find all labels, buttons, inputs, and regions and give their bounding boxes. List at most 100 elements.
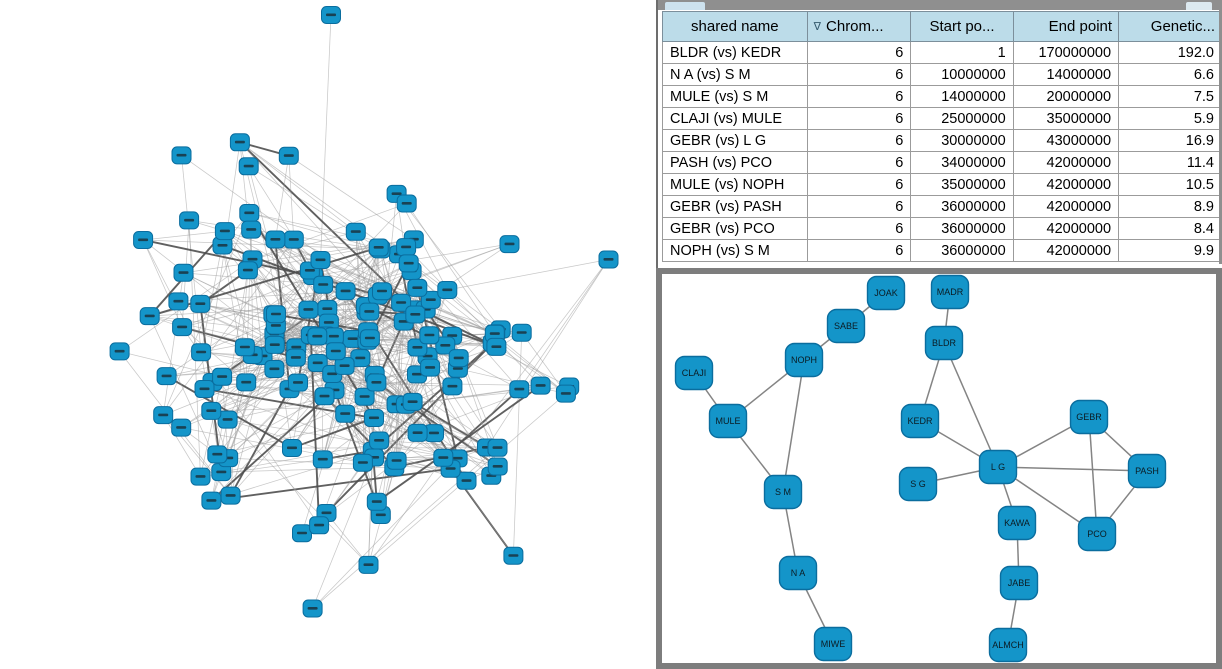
- network-node[interactable]: [229, 133, 250, 152]
- network-node[interactable]: [168, 292, 189, 311]
- table-cell[interactable]: MULE (vs) S M: [662, 85, 808, 108]
- table-cell[interactable]: 6: [806, 173, 912, 196]
- table-cell[interactable]: 9.9: [1118, 239, 1222, 262]
- network-node[interactable]: [359, 329, 380, 348]
- table-cell[interactable]: 36000000: [910, 217, 1014, 240]
- network-node[interactable]: [310, 251, 331, 269]
- network-node[interactable]: [171, 418, 192, 437]
- network-node[interactable]: [368, 238, 389, 257]
- table-cell[interactable]: 43000000: [1012, 129, 1120, 152]
- network-node[interactable]: [292, 524, 312, 543]
- table-cell[interactable]: 1: [910, 41, 1014, 64]
- network-node[interactable]: [598, 250, 619, 269]
- table-cell[interactable]: 35000000: [1012, 107, 1120, 130]
- table-cell[interactable]: 6: [806, 63, 912, 86]
- network-node[interactable]: [359, 302, 380, 321]
- network-node[interactable]: [407, 278, 428, 297]
- table-cell[interactable]: 6: [806, 195, 912, 218]
- network-node[interactable]: [307, 327, 328, 346]
- network-node[interactable]: [325, 342, 346, 361]
- node-BLDR[interactable]: BLDR: [924, 325, 964, 361]
- network-node[interactable]: [437, 281, 458, 299]
- network-node[interactable]: [265, 230, 286, 249]
- node-MULE[interactable]: MULE: [708, 403, 748, 439]
- table-cell[interactable]: NOPH (vs) S M: [662, 239, 808, 262]
- network-node[interactable]: [156, 367, 177, 386]
- network-node[interactable]: [133, 231, 154, 249]
- table-cell[interactable]: 42000000: [1012, 151, 1120, 174]
- node-MIWE[interactable]: MIWE: [813, 626, 853, 662]
- column-header-endpoint[interactable]: End point: [1012, 11, 1120, 42]
- table-cell[interactable]: CLAJI (vs) MULE: [662, 107, 808, 130]
- network-node[interactable]: [448, 349, 469, 368]
- network-node[interactable]: [345, 222, 366, 241]
- table-cell[interactable]: 8.4: [1118, 217, 1222, 240]
- node-NOPH[interactable]: NOPH: [784, 342, 824, 378]
- network-node[interactable]: [352, 453, 373, 472]
- network-node[interactable]: [211, 463, 232, 482]
- node-CLAJI[interactable]: CLAJI: [674, 355, 714, 391]
- network-node[interactable]: [354, 387, 375, 406]
- network-node[interactable]: [358, 555, 379, 574]
- network-node[interactable]: [264, 360, 285, 378]
- network-node[interactable]: [237, 261, 258, 280]
- network-node[interactable]: [487, 457, 508, 476]
- table-cell[interactable]: 42000000: [1012, 173, 1120, 196]
- network-node[interactable]: [220, 486, 241, 505]
- network-node[interactable]: [309, 516, 330, 535]
- network-node[interactable]: [456, 471, 477, 490]
- network-node[interactable]: [405, 305, 426, 324]
- node-PASH[interactable]: PASH: [1127, 453, 1167, 489]
- node-KEDR[interactable]: KEDR: [900, 403, 940, 439]
- table-row[interactable]: BLDR (vs) KEDR 6 1 170000000 192.0: [662, 41, 1222, 64]
- network-node[interactable]: [285, 348, 306, 367]
- table-cell[interactable]: MULE (vs) NOPH: [662, 173, 808, 196]
- table-cell[interactable]: 6: [806, 129, 912, 152]
- network-node[interactable]: [194, 380, 215, 398]
- node-SABE[interactable]: SABE: [826, 308, 866, 344]
- network-node[interactable]: [207, 445, 228, 464]
- table-cell[interactable]: 7.5: [1118, 85, 1222, 108]
- network-node[interactable]: [201, 401, 222, 420]
- table-cell[interactable]: 14000000: [910, 85, 1014, 108]
- network-node[interactable]: [153, 406, 174, 425]
- table-row[interactable]: GEBR (vs) PCO 6 36000000 42000000 8.4: [662, 217, 1222, 240]
- table-cell[interactable]: GEBR (vs) PCO: [662, 217, 808, 240]
- table-cell[interactable]: 42000000: [1012, 217, 1120, 240]
- network-node[interactable]: [179, 211, 200, 230]
- network-node[interactable]: [420, 358, 441, 377]
- node-NA[interactable]: N A: [778, 555, 818, 591]
- table-cell[interactable]: 192.0: [1118, 41, 1222, 64]
- network-node[interactable]: [283, 230, 304, 249]
- network-node[interactable]: [369, 431, 390, 450]
- table-cell[interactable]: 20000000: [1012, 85, 1120, 108]
- table-row[interactable]: GEBR (vs) L G 6 30000000 43000000 16.9: [662, 129, 1222, 152]
- node-MADR[interactable]: MADR: [930, 274, 970, 310]
- filter-icon[interactable]: ∇: [813, 21, 822, 33]
- table-row[interactable]: GEBR (vs) PASH 6 36000000 42000000 8.9: [662, 195, 1222, 218]
- table-cell[interactable]: 30000000: [910, 129, 1014, 152]
- network-node[interactable]: [503, 546, 524, 565]
- small-network-canvas[interactable]: JOAK SABE NOPH CLAJI MULE MADR BLDR KEDR GEBR L G…: [662, 274, 1216, 663]
- table-cell[interactable]: 6.6: [1118, 63, 1222, 86]
- table-cell[interactable]: 16.9: [1118, 129, 1222, 152]
- table-row[interactable]: MULE (vs) NOPH 6 35000000 42000000 10.5: [662, 173, 1222, 196]
- network-node[interactable]: [190, 467, 211, 486]
- table-cell[interactable]: 10.5: [1118, 173, 1222, 196]
- node-SG[interactable]: S G: [898, 466, 938, 502]
- network-node[interactable]: [350, 349, 371, 368]
- table-cell[interactable]: 36000000: [910, 239, 1014, 262]
- network-node[interactable]: [171, 146, 192, 165]
- table-cell[interactable]: 11.4: [1118, 151, 1222, 174]
- table-cell[interactable]: 6: [806, 217, 912, 240]
- network-node[interactable]: [391, 293, 412, 312]
- network-node[interactable]: [288, 373, 308, 392]
- network-node[interactable]: [530, 376, 551, 395]
- table-row[interactable]: CLAJI (vs) MULE 6 25000000 35000000 5.9: [662, 107, 1222, 130]
- network-node[interactable]: [236, 373, 257, 392]
- edge-GEBR-PCO[interactable]: [1088, 416, 1098, 535]
- table-row[interactable]: NOPH (vs) S M 6 36000000 42000000 9.9: [662, 239, 1222, 262]
- network-node[interactable]: [364, 409, 384, 427]
- network-node[interactable]: [366, 492, 387, 511]
- network-node[interactable]: [241, 220, 262, 239]
